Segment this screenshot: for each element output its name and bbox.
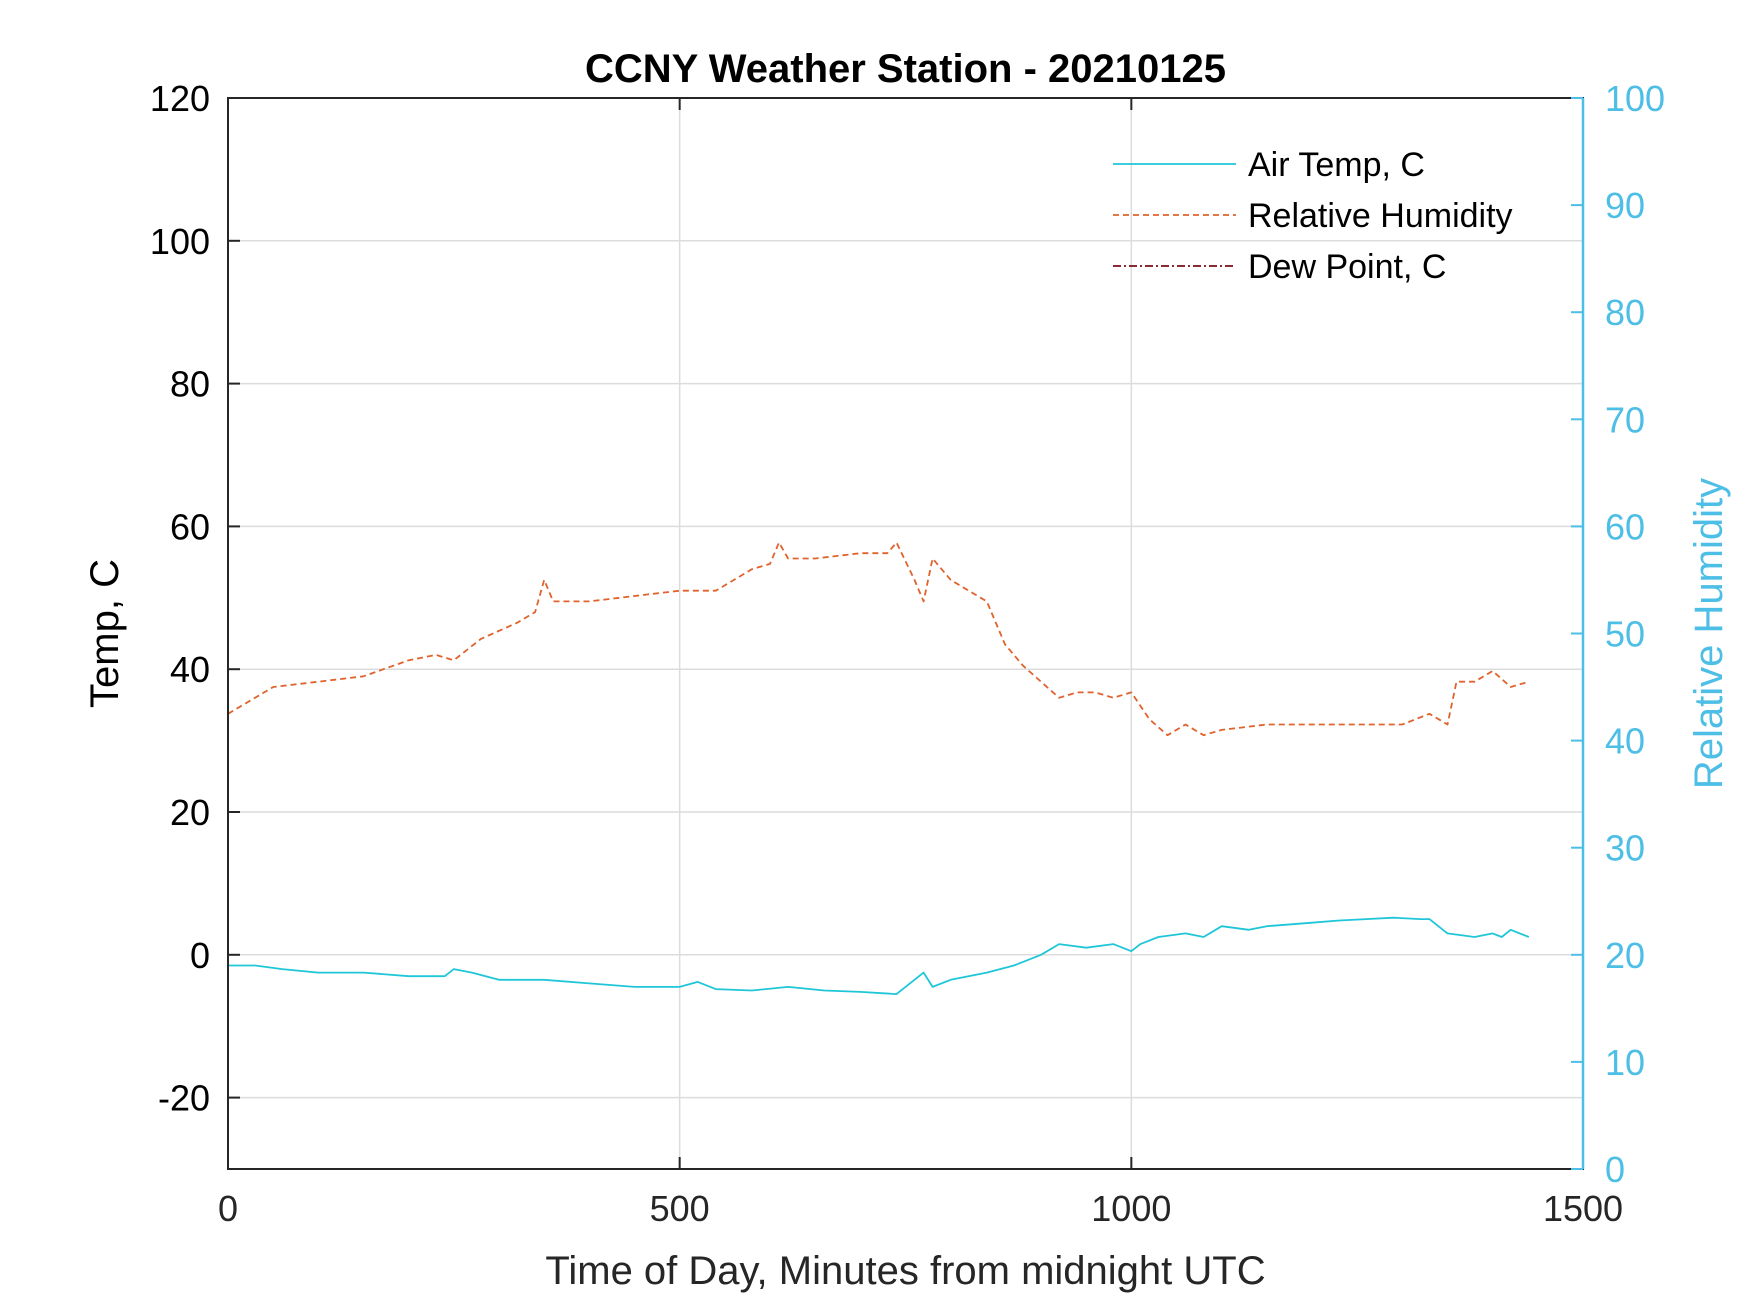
right-y-tick-label: 100 [1605, 78, 1665, 119]
legend: Air Temp, C Relative Humidity Dew Point,… [1113, 146, 1513, 286]
right-y-tick-label: 40 [1605, 721, 1645, 762]
right-y-tick-label: 70 [1605, 399, 1645, 440]
left-y-tick-label: 40 [170, 649, 210, 690]
left-y-tick-label: 80 [170, 364, 210, 405]
right-y-tick-label: 90 [1605, 185, 1645, 226]
x-axis-label: Time of Day, Minutes from midnight UTC [545, 1249, 1265, 1293]
right-y-axis-label: Relative Humidity [1687, 478, 1731, 789]
x-tick-label: 0 [218, 1188, 238, 1229]
series-line-0 [228, 916, 1530, 995]
legend-label-air-temp: Air Temp, C [1248, 146, 1425, 184]
x-tick-label: 500 [650, 1188, 710, 1229]
series-lines [227, 541, 1530, 995]
chart-title: CCNY Weather Station - 20210125 [585, 47, 1226, 91]
left-y-tick-label: 120 [150, 78, 210, 119]
right-y-tick-label: 10 [1605, 1042, 1645, 1083]
x-axis-ticks: 0 500 1000 1500 [218, 98, 1623, 1229]
right-y-axis-ticks: 0 10 20 30 40 50 60 70 80 90 100 [1571, 78, 1665, 1190]
right-y-tick-label: 0 [1605, 1149, 1625, 1190]
legend-label-relative-humidity: Relative Humidity [1248, 197, 1513, 235]
right-y-tick-label: 60 [1605, 506, 1645, 547]
x-tick-label: 1500 [1543, 1188, 1623, 1229]
left-y-axis-ticks: -20 0 20 40 60 80 100 120 [150, 78, 240, 1119]
left-y-tick-label: -20 [158, 1078, 210, 1119]
right-y-tick-label: 50 [1605, 614, 1645, 655]
right-y-tick-label: 20 [1605, 935, 1645, 976]
left-y-tick-label: 60 [170, 506, 210, 547]
left-y-axis-label: Temp, C [83, 559, 127, 708]
series-line-1 [227, 541, 1530, 737]
right-y-tick-label: 30 [1605, 828, 1645, 869]
left-y-tick-label: 0 [190, 935, 210, 976]
left-y-tick-label: 20 [170, 792, 210, 833]
left-y-tick-label: 100 [150, 221, 210, 262]
x-tick-label: 1000 [1091, 1188, 1171, 1229]
right-y-tick-label: 80 [1605, 292, 1645, 333]
legend-label-dew-point: Dew Point, C [1248, 248, 1446, 286]
